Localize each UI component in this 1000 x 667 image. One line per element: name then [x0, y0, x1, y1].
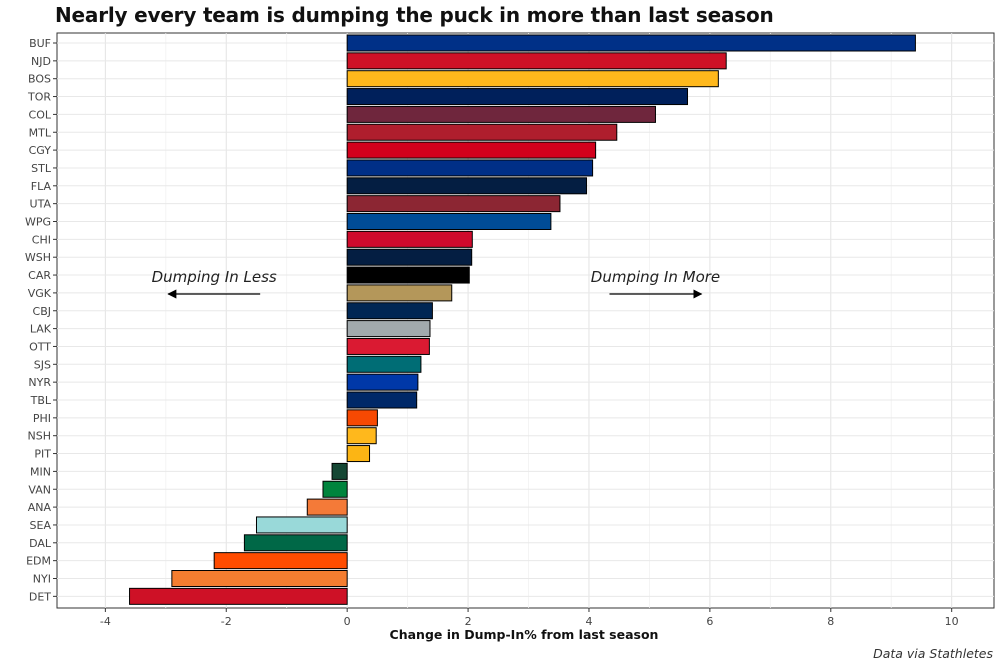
bar-phi [346, 409, 378, 427]
bar-vgk [346, 284, 453, 302]
y-tick-label: VAN [28, 483, 51, 496]
bar-stl [346, 159, 594, 177]
y-tick-label: PHI [33, 412, 51, 425]
x-axis: -4 -2 0 2 4 6 8 10 [100, 608, 959, 628]
bar-nyr [346, 373, 419, 391]
bar-sjs [346, 355, 422, 373]
bar-chi [346, 230, 473, 248]
bar-lak [346, 320, 431, 338]
y-tick-label: LAK [30, 323, 52, 336]
y-axis: BUF NJD BOS TOR COL MTL CGY STL FLA UTA WPG CHI WSH C… [25, 37, 57, 603]
x-tick-label: -4 [100, 615, 111, 628]
y-tick-label: BOS [28, 73, 51, 86]
chart-title: Nearly every team is dumping the puck in… [55, 3, 774, 27]
annotations: Dumping In Less Dumping In More [152, 268, 720, 299]
y-tick-label: SEA [30, 519, 52, 532]
bar-sea [255, 516, 348, 534]
y-tick-label: NSH [28, 430, 51, 443]
bar-nsh [346, 427, 377, 445]
y-tick-label: FLA [31, 180, 52, 193]
y-tick-label: WSH [25, 251, 51, 264]
x-tick-label: 2 [465, 615, 472, 628]
y-tick-label: DAL [29, 537, 52, 550]
bar-mtl [346, 123, 618, 141]
bar-car [346, 266, 470, 284]
y-tick-label: DET [29, 590, 51, 603]
y-tick-label: BUF [29, 37, 51, 50]
y-tick-label: NYR [28, 376, 51, 389]
y-tick-label: MIN [30, 465, 51, 478]
y-tick-label: TBL [30, 394, 52, 407]
bar-tbl [346, 391, 418, 409]
bar-njd [346, 52, 727, 70]
y-tick-label: CGY [29, 144, 52, 157]
y-tick-label: WPG [25, 216, 51, 229]
y-tick-label: TOR [27, 91, 51, 104]
y-tick-label: NYI [33, 573, 51, 586]
bar-uta [346, 195, 561, 213]
annotation-right: Dumping In More [591, 268, 720, 286]
x-tick-label: 4 [585, 615, 592, 628]
x-tick-label: 6 [706, 615, 713, 628]
bar-col [346, 105, 656, 123]
bar-pit [346, 445, 371, 463]
x-tick-label: 0 [344, 615, 351, 628]
y-tick-label: UTA [30, 198, 52, 211]
y-tick-label: OTT [29, 340, 51, 353]
bar-ana [306, 498, 348, 516]
bar-nyi [171, 570, 348, 587]
y-tick-label: EDM [26, 555, 51, 568]
x-tick-label: 8 [827, 615, 834, 628]
y-tick-label: SJS [34, 358, 51, 371]
bar-buf [346, 34, 916, 52]
x-tick-label: -2 [221, 615, 232, 628]
source-caption: Data via Stathletes [873, 646, 993, 661]
y-tick-label: CAR [28, 269, 51, 282]
bar-tor [346, 88, 689, 106]
bar-cgy [346, 141, 597, 159]
y-tick-label: CBJ [33, 305, 51, 318]
annotation-left: Dumping In Less [152, 268, 277, 286]
y-tick-label: CHI [32, 233, 51, 246]
y-tick-label: VGK [28, 287, 52, 300]
y-tick-label: NJD [31, 55, 51, 68]
bar-dal [243, 534, 348, 552]
bar-wsh [346, 248, 473, 266]
bar-wpg [346, 213, 552, 230]
bars [129, 34, 916, 605]
bar-det [129, 587, 348, 605]
bar-edm [213, 552, 348, 570]
bar-cbj [346, 302, 433, 320]
x-axis-title: Change in Dump-In% from last season [390, 627, 659, 642]
x-tick-label: 10 [945, 615, 959, 628]
bar-van [322, 480, 348, 498]
bar-bos [346, 70, 719, 88]
y-tick-label: PIT [34, 448, 51, 461]
y-tick-label: ANA [28, 501, 52, 514]
bar-fla [346, 177, 588, 195]
y-tick-label: COL [29, 108, 52, 121]
y-tick-label: MTL [29, 126, 52, 139]
y-tick-label: STL [31, 162, 52, 175]
bar-min [331, 462, 348, 480]
bar-ott [346, 337, 430, 355]
